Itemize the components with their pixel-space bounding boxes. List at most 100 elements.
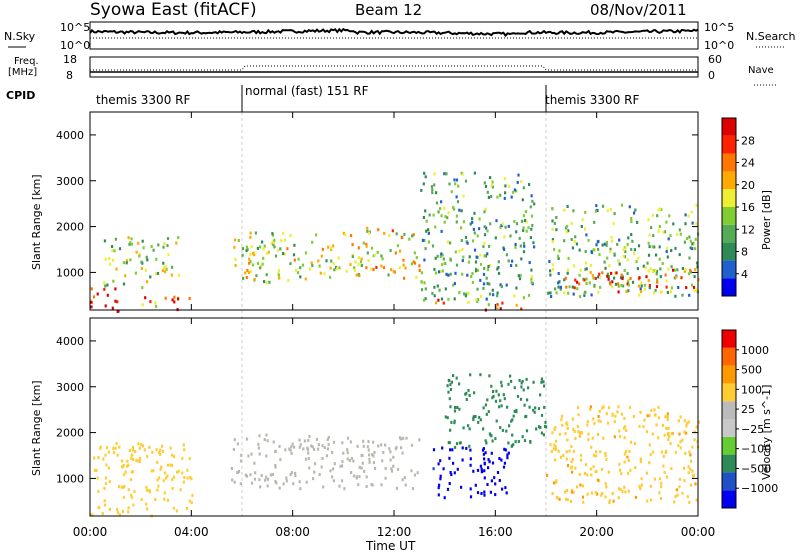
scatter-cell bbox=[611, 492, 614, 496]
scatter-cell bbox=[580, 431, 583, 435]
scatter-cell bbox=[468, 444, 471, 448]
scatter-cell bbox=[396, 467, 400, 471]
scatter-cell bbox=[127, 510, 130, 514]
scatter-cell bbox=[433, 285, 436, 289]
scatter-cell bbox=[166, 237, 170, 240]
scatter-cell bbox=[104, 476, 108, 480]
y-tick-label: 3000 bbox=[56, 381, 84, 394]
scatter-cell bbox=[695, 498, 698, 502]
scatter-cell bbox=[492, 390, 495, 393]
scatter-cell bbox=[410, 443, 414, 447]
nave-line bbox=[90, 65, 698, 71]
scatter-cell bbox=[131, 453, 134, 457]
scatter-cell bbox=[586, 423, 589, 427]
scatter-cell bbox=[165, 267, 168, 271]
scatter-cell bbox=[304, 251, 308, 255]
scatter-cell bbox=[610, 235, 613, 239]
scatter-cell bbox=[384, 466, 387, 470]
scatter-cell bbox=[402, 263, 405, 267]
scatter-cell bbox=[658, 257, 661, 261]
scatter-cell bbox=[325, 259, 328, 263]
scatter-cell bbox=[469, 373, 472, 377]
scatter-cell bbox=[452, 283, 455, 287]
scatter-cell bbox=[449, 241, 452, 245]
scatter-cell bbox=[430, 185, 433, 189]
scatter-cell bbox=[116, 453, 119, 457]
scatter-cell bbox=[550, 450, 553, 453]
scatter-cell bbox=[491, 288, 494, 292]
scatter-cell bbox=[485, 276, 488, 280]
scatter-cell bbox=[388, 234, 391, 238]
scatter-cell bbox=[290, 445, 293, 449]
scatter-cell bbox=[613, 420, 616, 424]
scatter-cell bbox=[648, 461, 651, 465]
scatter-cell bbox=[491, 185, 494, 189]
scatter-cell bbox=[400, 235, 403, 239]
scatter-cell bbox=[360, 454, 363, 457]
scatter-cell bbox=[628, 205, 631, 209]
scatter-cell bbox=[469, 222, 472, 226]
scatter-cell bbox=[694, 482, 697, 486]
scatter-cell bbox=[614, 282, 618, 286]
scatter-cell bbox=[460, 239, 463, 242]
scatter-cell bbox=[520, 307, 523, 311]
scatter-cell bbox=[640, 284, 643, 288]
cpid-label: CPID bbox=[6, 89, 35, 102]
scatter-cell bbox=[572, 449, 576, 453]
scatter-cell bbox=[370, 267, 373, 271]
scatter-cell bbox=[518, 236, 521, 240]
scatter-cell bbox=[471, 220, 474, 224]
scatter-cell bbox=[604, 482, 607, 486]
colorbar-swatch bbox=[722, 454, 736, 473]
scatter-cell bbox=[329, 275, 332, 279]
scatter-cell bbox=[648, 245, 651, 249]
scatter-cell bbox=[587, 238, 590, 242]
scatter-cell bbox=[145, 485, 148, 489]
scatter-cell bbox=[483, 210, 486, 214]
scatter-cell bbox=[237, 469, 241, 473]
scatter-cell bbox=[617, 284, 620, 288]
colorbar-tick-label: 500 bbox=[741, 364, 762, 377]
scatter-cell bbox=[462, 426, 465, 430]
scatter-cell bbox=[381, 459, 384, 463]
scatter-cell bbox=[97, 489, 100, 493]
colorbar-swatch bbox=[722, 135, 736, 154]
scatter-cell bbox=[627, 459, 630, 462]
scatter-cell bbox=[466, 273, 469, 277]
scatter-cell bbox=[657, 405, 660, 409]
scatter-cell bbox=[496, 303, 499, 307]
scatter-cell bbox=[162, 245, 165, 249]
scatter-cell bbox=[567, 268, 570, 272]
scatter-cell bbox=[346, 457, 349, 461]
scatter-cell bbox=[553, 221, 556, 225]
scatter-cell bbox=[596, 492, 599, 496]
scatter-cell bbox=[188, 457, 191, 461]
scatter-cell bbox=[561, 423, 564, 427]
scatter-cell bbox=[491, 180, 494, 184]
scatter-cell bbox=[505, 491, 508, 495]
scatter-cell bbox=[674, 495, 677, 499]
time-axis: 00:00 04:00 08:00 12:00 16:00 20:00 00:00 bbox=[73, 525, 716, 539]
scatter-cell bbox=[655, 272, 658, 276]
scatter-cell bbox=[494, 236, 497, 240]
scatter-cell bbox=[583, 227, 587, 231]
scatter-cell bbox=[341, 460, 344, 464]
scatter-cell bbox=[496, 305, 499, 309]
scatter-cell bbox=[461, 446, 464, 450]
scatter-cell bbox=[495, 419, 498, 423]
scatter-cell bbox=[146, 454, 149, 458]
scatter-cell bbox=[686, 421, 689, 425]
scatter-cell bbox=[500, 224, 503, 227]
scatter-cell bbox=[487, 458, 490, 462]
scatter-cell bbox=[626, 242, 629, 246]
scatter-cell bbox=[623, 460, 626, 464]
scatter-cell bbox=[609, 250, 612, 253]
scatter-cell bbox=[103, 281, 106, 285]
scatter-cell bbox=[627, 489, 630, 493]
scatter-cell bbox=[343, 487, 346, 491]
scatter-cell bbox=[490, 195, 493, 198]
scatter-cell bbox=[609, 282, 612, 286]
scatter-cell bbox=[658, 225, 661, 228]
scatter-cell bbox=[323, 272, 326, 276]
scatter-cell bbox=[468, 427, 471, 431]
